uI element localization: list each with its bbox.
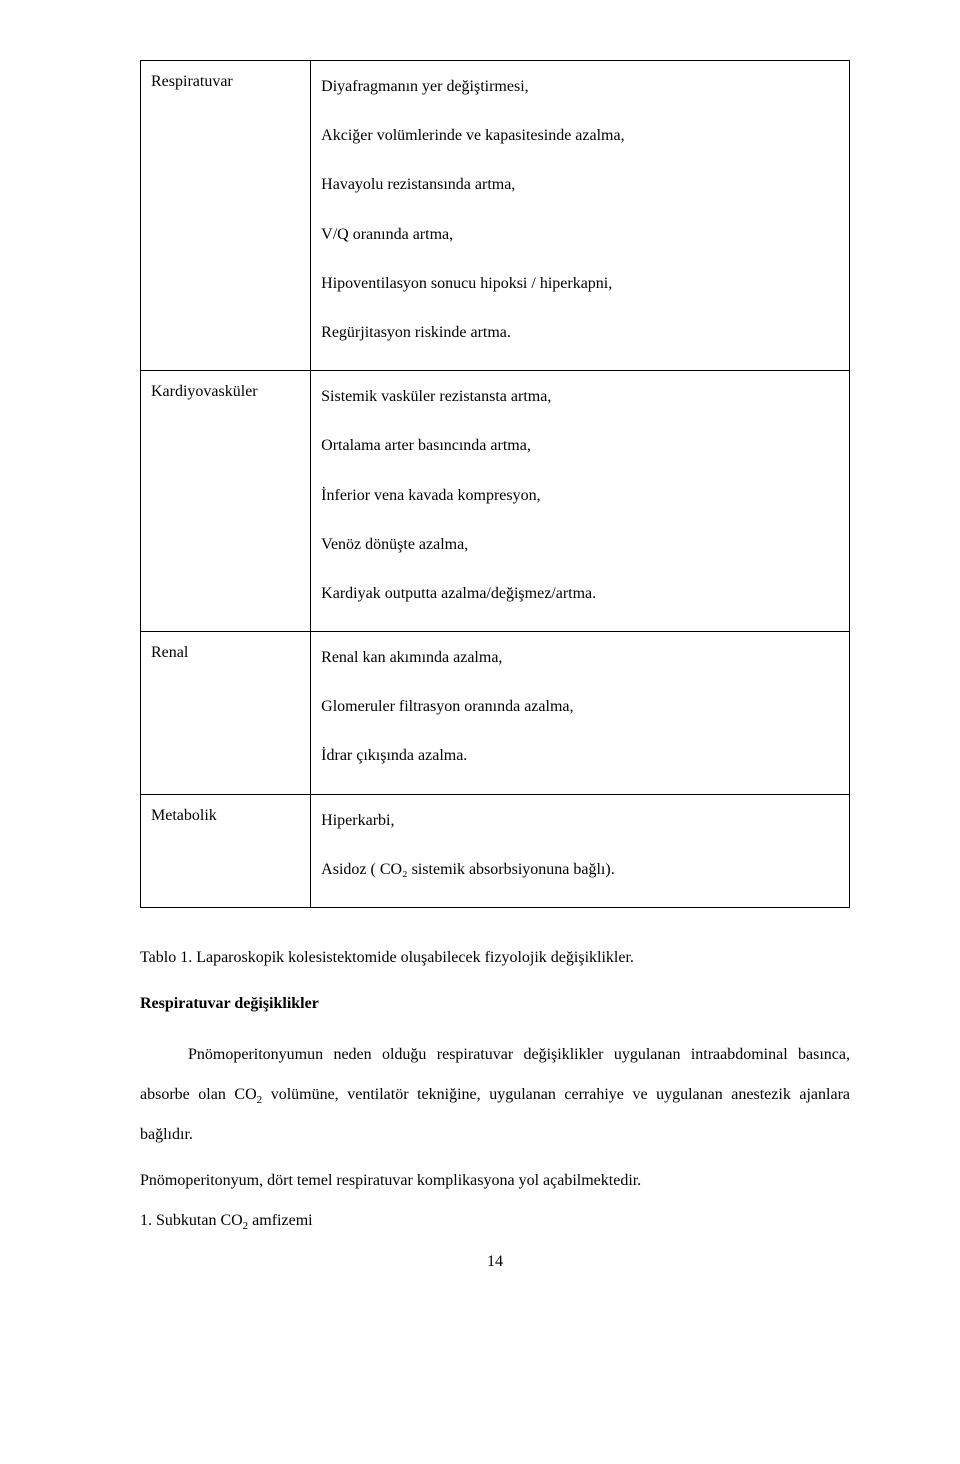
physio-table: Respiratuvar Diyafragmanın yer değiştirm…: [140, 60, 850, 908]
cell-item: Akciğer volümlerinde ve kapasitesinde az…: [321, 122, 839, 149]
row-label: Renal: [151, 644, 300, 662]
body-line: Pnömoperitonyum, dört temel respiratuvar…: [140, 1161, 850, 1201]
cell-item: Diyafragmanın yer değiştirmesi,: [321, 73, 839, 100]
section-heading: Respiratuvar değişiklikler: [140, 995, 850, 1013]
cell-item: Venöz dönüşte azalma,: [321, 531, 839, 558]
table-row: Renal Renal kan akımında azalma, Glomeru…: [141, 632, 850, 795]
cell-item: Regürjitasyon riskinde artma.: [321, 319, 839, 346]
cell-item: İdrar çıkışında azalma.: [321, 742, 839, 769]
cell-item: Renal kan akımında azalma,: [321, 644, 839, 671]
cell-item: Sistemik vasküler rezistansta artma,: [321, 383, 839, 410]
cell-item: İnferior vena kavada kompresyon,: [321, 482, 839, 509]
row-label: Kardiyovasküler: [151, 383, 300, 401]
cell-item: Ortalama arter basıncında artma,: [321, 432, 839, 459]
cell-item: Asidoz ( CO₂ sistemik absorbsiyonuna bağ…: [321, 856, 839, 883]
body-text-fragment: amfizemi: [248, 1212, 312, 1229]
row-label: Metabolik: [151, 807, 300, 825]
table-caption: Tablo 1. Laparoskopik kolesistektomide o…: [140, 944, 850, 971]
cell-item: V/Q oranında artma,: [321, 221, 839, 248]
table-row: Respiratuvar Diyafragmanın yer değiştirm…: [141, 61, 850, 371]
cell-item: Havayolu rezistansında artma,: [321, 171, 839, 198]
row-label: Respiratuvar: [151, 73, 300, 91]
table-row: Metabolik Hiperkarbi, Asidoz ( CO₂ siste…: [141, 794, 850, 907]
cell-item: Glomeruler filtrasyon oranında azalma,: [321, 693, 839, 720]
cell-item: Hiperkarbi,: [321, 807, 839, 834]
page-number: 14: [140, 1253, 850, 1271]
cell-item: Hipoventilasyon sonucu hipoksi / hiperka…: [321, 270, 839, 297]
table-row: Kardiyovasküler Sistemik vasküler rezist…: [141, 371, 850, 632]
body-text-fragment: 1. Subkutan CO: [140, 1212, 243, 1229]
body-paragraph: Pnömoperitonyumun neden olduğu respiratu…: [140, 1035, 850, 1155]
body-line: 1. Subkutan CO2 amfizemi: [140, 1201, 850, 1241]
cell-item: Kardiyak outputta azalma/değişmez/artma.: [321, 580, 839, 607]
page: Respiratuvar Diyafragmanın yer değiştirm…: [0, 0, 960, 1321]
